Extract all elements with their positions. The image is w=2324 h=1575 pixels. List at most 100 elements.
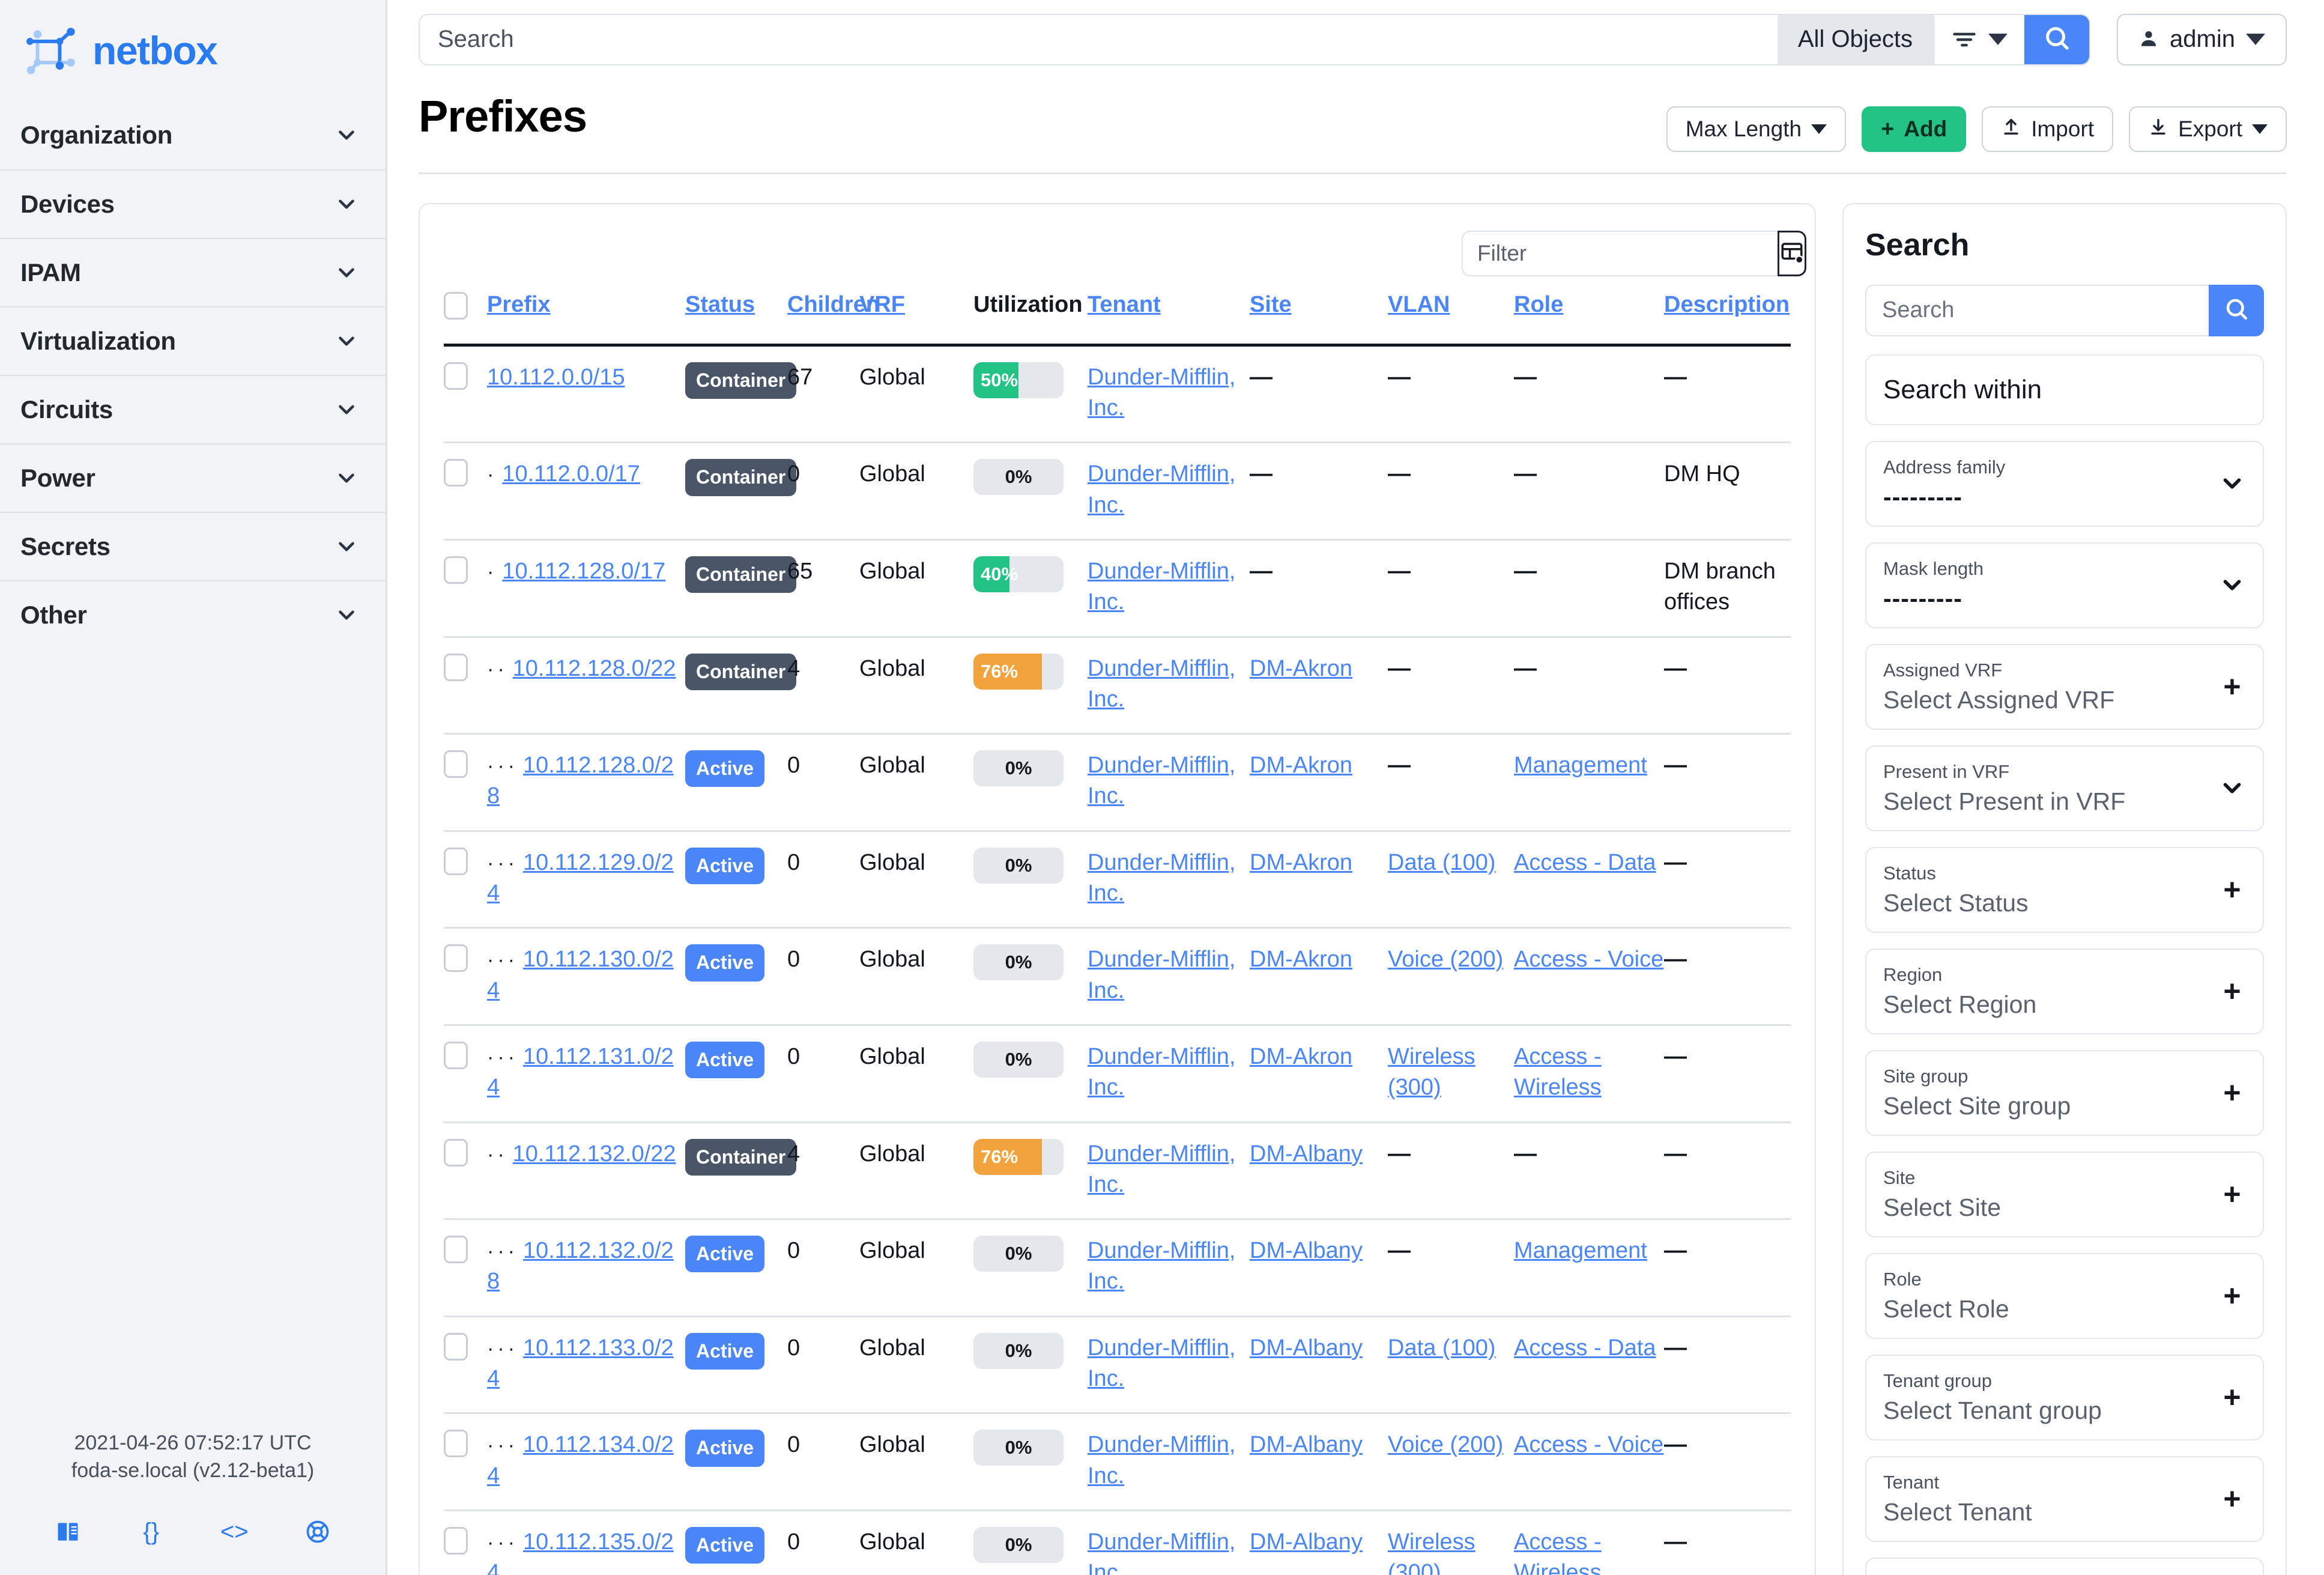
site-link[interactable]: DM-Akron — [1250, 849, 1353, 875]
column-header-role[interactable]: Role — [1514, 292, 1664, 345]
select-all-checkbox[interactable] — [444, 291, 468, 320]
tenant-link[interactable]: Dunder-Mifflin, Inc. — [1088, 1335, 1236, 1392]
column-header-site[interactable]: Site — [1250, 292, 1388, 345]
search-within-field[interactable]: Search within — [1865, 354, 2264, 425]
tenant-link[interactable]: Dunder-Mifflin, Inc. — [1088, 947, 1236, 1003]
column-header-status[interactable]: Status — [685, 292, 787, 345]
plus-icon[interactable]: + — [2223, 1076, 2241, 1110]
row-checkbox[interactable] — [444, 1236, 468, 1264]
filter-field-assigned-vrf[interactable]: Assigned VRF Select Assigned VRF + — [1865, 643, 2264, 730]
user-menu-button[interactable]: admin — [2117, 13, 2287, 65]
column-header-children[interactable]: Children — [787, 292, 880, 345]
column-header-description[interactable]: Description — [1664, 292, 1791, 345]
row-checkbox[interactable] — [444, 459, 468, 487]
tenant-link[interactable]: Dunder-Mifflin, Inc. — [1088, 1043, 1236, 1100]
filter-field-status[interactable]: Status Select Status + — [1865, 846, 2264, 933]
site-link[interactable]: DM-Albany — [1250, 1141, 1363, 1167]
row-checkbox[interactable] — [444, 362, 468, 390]
site-link[interactable]: DM-Akron — [1250, 947, 1353, 973]
global-search-button[interactable] — [2024, 14, 2090, 64]
tenant-link[interactable]: Dunder-Mifflin, Inc. — [1088, 558, 1236, 615]
brand[interactable]: netbox — [0, 0, 386, 101]
row-checkbox[interactable] — [444, 1138, 468, 1167]
export-button[interactable]: Export — [2129, 106, 2287, 153]
filter-field-role[interactable]: Role Select Role + — [1865, 1252, 2264, 1339]
plus-icon[interactable]: + — [2223, 1482, 2241, 1516]
plus-icon[interactable]: + — [2223, 1177, 2241, 1212]
sidebar-item-other[interactable]: Other — [0, 580, 386, 649]
prefix-link[interactable]: 10.112.130.0/24 — [487, 947, 674, 1003]
global-search-input[interactable] — [420, 14, 1778, 64]
filter-field-is-a-pool[interactable]: Is a pool--------- — [1865, 1557, 2264, 1575]
sidebar-item-virtualization[interactable]: Virtualization — [0, 306, 386, 375]
sidebar-item-devices[interactable]: Devices — [0, 169, 386, 238]
prefix-link[interactable]: 10.112.129.0/24 — [487, 849, 674, 906]
column-header-tenant[interactable]: Tenant — [1088, 292, 1250, 345]
filter-field-address-family[interactable]: Address family --------- — [1865, 440, 2264, 527]
role-link[interactable]: Access - Voice — [1514, 947, 1664, 973]
filter-field-region[interactable]: Region Select Region + — [1865, 948, 2264, 1034]
row-checkbox[interactable] — [444, 653, 468, 681]
object-scope-label[interactable]: All Objects — [1777, 14, 1934, 64]
prefix-link[interactable]: 10.112.134.0/24 — [487, 1432, 674, 1489]
prefix-link[interactable]: 10.112.133.0/24 — [487, 1335, 674, 1392]
api-braces-icon[interactable]: {} — [143, 1518, 160, 1545]
plus-icon[interactable]: + — [2223, 1380, 2241, 1415]
role-link[interactable]: Access - Data — [1514, 1335, 1656, 1361]
chevron-down-icon[interactable] — [2218, 774, 2246, 802]
help-lifering-icon[interactable] — [302, 1516, 333, 1547]
row-checkbox[interactable] — [444, 944, 468, 973]
tenant-link[interactable]: Dunder-Mifflin, Inc. — [1088, 1529, 1236, 1575]
prefix-link[interactable]: 10.112.0.0/17 — [502, 461, 640, 487]
add-button[interactable]: + Add — [1862, 106, 1967, 153]
prefix-link[interactable]: 10.112.132.0/28 — [487, 1238, 674, 1294]
filter-field-present-in-vrf[interactable]: Present in VRF Select Present in VRF — [1865, 745, 2264, 831]
filter-field-tenant-group[interactable]: Tenant group Select Tenant group + — [1865, 1354, 2264, 1440]
sidebar-item-circuits[interactable]: Circuits — [0, 375, 386, 443]
filter-field-site[interactable]: Site Select Site + — [1865, 1151, 2264, 1237]
vlan-link[interactable]: Data (100) — [1388, 1335, 1496, 1361]
prefix-link[interactable]: 10.112.128.0/28 — [487, 753, 674, 809]
max-length-button[interactable]: Max Length — [1666, 106, 1847, 153]
tenant-link[interactable]: Dunder-Mifflin, Inc. — [1088, 1238, 1236, 1294]
tenant-link[interactable]: Dunder-Mifflin, Inc. — [1088, 1141, 1236, 1197]
role-link[interactable]: Access - Wireless — [1514, 1529, 1602, 1575]
panel-search-button[interactable] — [2209, 284, 2264, 336]
site-link[interactable]: DM-Albany — [1250, 1335, 1363, 1361]
prefix-link[interactable]: 10.112.132.0/22 — [512, 1141, 676, 1167]
vlan-link[interactable]: Data (100) — [1388, 849, 1496, 875]
column-header-vlan[interactable]: VLAN — [1388, 292, 1514, 345]
site-link[interactable]: DM-Akron — [1250, 753, 1353, 778]
vlan-link[interactable]: Voice (200) — [1388, 1432, 1504, 1458]
table-configure-button[interactable] — [1778, 230, 1806, 276]
plus-icon[interactable]: + — [2223, 1279, 2241, 1313]
chevron-down-icon[interactable] — [2218, 571, 2246, 599]
tenant-link[interactable]: Dunder-Mifflin, Inc. — [1088, 1432, 1236, 1489]
column-header-prefix[interactable]: Prefix — [487, 292, 685, 345]
row-checkbox[interactable] — [444, 847, 468, 875]
vlan-link[interactable]: Wireless (300) — [1388, 1043, 1475, 1100]
tenant-link[interactable]: Dunder-Mifflin, Inc. — [1088, 849, 1236, 906]
prefix-link[interactable]: 10.112.128.0/22 — [512, 655, 676, 681]
site-link[interactable]: DM-Akron — [1250, 1043, 1353, 1069]
sidebar-item-organization[interactable]: Organization — [0, 101, 386, 169]
row-checkbox[interactable] — [444, 1332, 468, 1361]
plus-icon[interactable]: + — [2223, 670, 2241, 704]
site-link[interactable]: DM-Akron — [1250, 655, 1353, 681]
role-link[interactable]: Management — [1514, 1238, 1647, 1264]
role-link[interactable]: Access - Voice — [1514, 1432, 1664, 1458]
site-link[interactable]: DM-Albany — [1250, 1238, 1363, 1264]
panel-search-input[interactable] — [1865, 284, 2209, 336]
row-checkbox[interactable] — [444, 750, 468, 778]
tenant-link[interactable]: Dunder-Mifflin, Inc. — [1088, 461, 1236, 518]
filter-field-site-group[interactable]: Site group Select Site group + — [1865, 1049, 2264, 1136]
source-code-icon[interactable]: <> — [220, 1518, 249, 1545]
prefix-link[interactable]: 10.112.135.0/24 — [487, 1529, 674, 1575]
site-link[interactable]: DM-Albany — [1250, 1432, 1363, 1458]
sidebar-item-secrets[interactable]: Secrets — [0, 512, 386, 580]
row-checkbox[interactable] — [444, 556, 468, 584]
role-link[interactable]: Access - Data — [1514, 849, 1656, 875]
tenant-link[interactable]: Dunder-Mifflin, Inc. — [1088, 364, 1236, 421]
tenant-link[interactable]: Dunder-Mifflin, Inc. — [1088, 753, 1236, 809]
prefix-link[interactable]: 10.112.0.0/15 — [487, 364, 625, 390]
